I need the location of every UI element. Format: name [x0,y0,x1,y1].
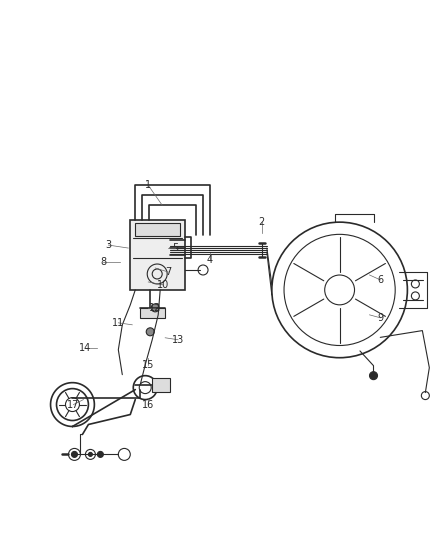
Text: 1: 1 [145,180,151,190]
Circle shape [146,328,154,336]
Text: 7: 7 [165,267,171,277]
Circle shape [71,451,78,457]
Text: 2: 2 [259,217,265,227]
Circle shape [151,304,159,312]
FancyBboxPatch shape [140,308,165,318]
Text: 14: 14 [79,343,92,353]
Text: 16: 16 [142,400,154,409]
Text: 12: 12 [149,303,161,313]
Text: 6: 6 [378,275,384,285]
Text: 8: 8 [100,257,106,267]
Circle shape [370,372,378,379]
Circle shape [97,451,103,457]
Text: 17: 17 [67,400,80,409]
Text: 3: 3 [105,240,111,250]
Text: 5: 5 [172,243,178,253]
FancyBboxPatch shape [152,378,170,392]
FancyBboxPatch shape [130,220,185,290]
Text: 13: 13 [172,335,184,345]
Text: 15: 15 [142,360,155,370]
Text: 4: 4 [207,255,213,265]
Circle shape [88,453,92,456]
Text: 11: 11 [112,318,124,328]
Text: 10: 10 [157,280,170,290]
FancyBboxPatch shape [135,223,180,236]
Text: 9: 9 [378,313,384,323]
